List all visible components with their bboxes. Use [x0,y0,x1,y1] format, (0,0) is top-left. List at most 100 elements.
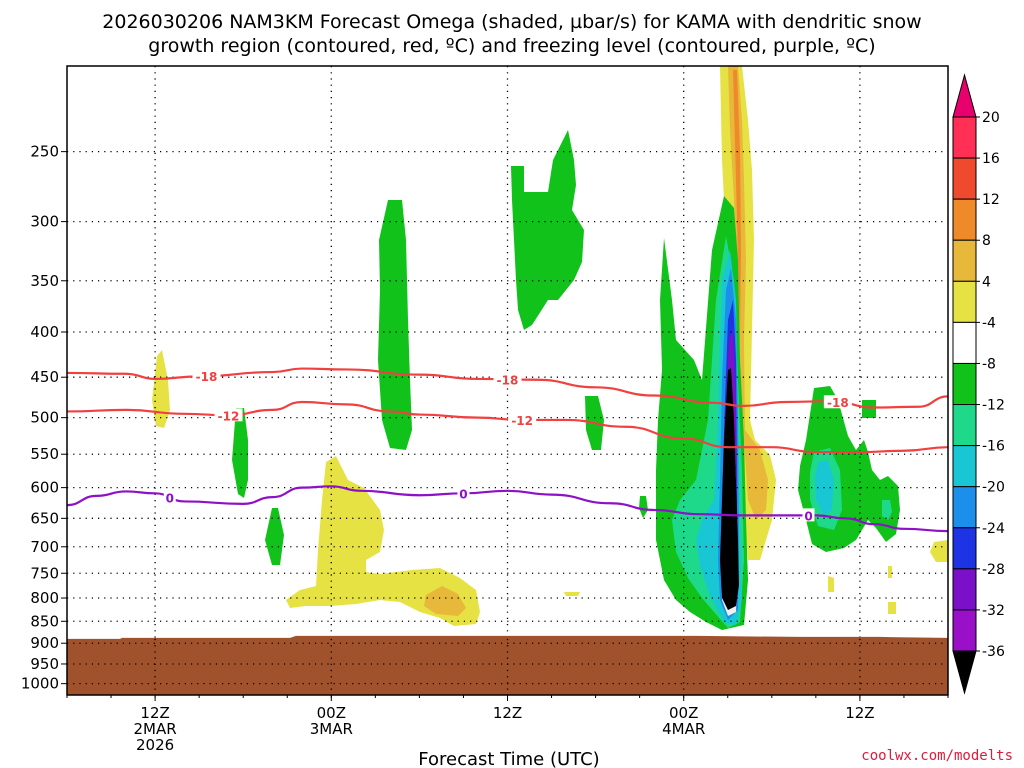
contour-label: -18 [827,396,849,410]
colorbar-label: 4 [982,274,991,290]
chart-title: 2026030206 NAM3KM Forecast Omega (shaded… [102,11,921,57]
y-tick-label: 850 [30,612,59,630]
colorbar-label: -24 [982,521,1005,537]
y-tick-label: 600 [30,479,59,497]
right-green-square [862,400,876,418]
colorbar-label: -20 [982,480,1005,496]
colorbar-segment [952,362,977,406]
contour-label: 0 [166,491,174,505]
y-tick-label: 500 [30,409,59,427]
contour-line-0 [67,485,948,533]
colorbar-label: 16 [982,151,1000,167]
y-tick-label: 550 [30,445,59,463]
colorbar-label: -28 [982,562,1005,578]
omega-shading [152,66,948,630]
colorbar-label: 20 [982,110,1000,126]
y-tick-label: 300 [30,213,59,231]
colorbar-bottom-arrow [952,650,977,695]
contour-label-bg [508,412,537,426]
colorbar-label: -12 [982,398,1005,414]
contour-label-bg [823,395,852,409]
colorbar-segment [952,445,977,488]
contour-label: -18 [196,370,218,384]
pressure-axis: 250 300 350 400 450 500 550 600 650 700 750 800 850 9… [21,143,67,693]
colorbar-label: -16 [982,439,1005,455]
x-tick-label: 12Z [140,704,169,722]
y-tick-label: 700 [30,538,59,556]
tiny-green [639,496,648,518]
y-tick-label: 250 [30,143,59,161]
x-tick-label: 00Z [317,704,346,722]
upper-green-mid [511,130,584,330]
y-tick-label: 800 [30,589,59,607]
credit-text: coolwx.com/modelts [861,748,1013,764]
upper-green-left [378,200,412,450]
low-level-yellow-band [286,456,480,626]
right-teal-small [882,500,892,520]
contour-label-bg [457,486,470,500]
colorbar-label: 8 [982,233,991,249]
colorbar-segment [952,280,977,323]
colorbar-segment [952,239,977,282]
contour-label-bg [493,372,522,386]
terrain-fill [67,635,948,695]
upper-left-yellow [152,350,170,428]
left-green-1 [232,408,248,498]
contour-label: 0 [459,487,467,501]
x-tick-label: 4MAR [662,720,705,738]
left-green-2 [265,508,284,565]
ascent-black-core [720,368,739,610]
colorbar-label: -32 [982,603,1005,619]
y-tick-label: 650 [30,509,59,527]
temperature-contours: -18 -18 -18 -12 -12 0 0 0 [67,367,948,533]
small-yellow-4 [888,602,896,614]
x-tick-label: 00Z [669,704,698,722]
colorbar: 20 16 12 8 4 -4 -8 -12 -16 -20 -24 -28 -32 -36 [952,73,1005,695]
x-tick-label: 2026 [136,736,174,754]
colorbar-top-arrow [952,73,977,118]
colorbar-label: -8 [982,356,996,372]
title-line-1: 2026030206 NAM3KM Forecast Omega (shaded… [102,11,921,33]
small-yellow-3 [888,566,892,578]
y-tick-label: 900 [30,634,59,652]
x-tick-label: 3MAR [310,720,353,738]
colorbar-segment [952,116,977,159]
small-yellow-1 [564,592,580,596]
colorbar-segment [952,486,977,529]
colorbar-label: -4 [982,315,996,331]
title-line-2: growth region (contoured, red, ºC) and f… [148,35,875,57]
right-edge-yellow [930,540,948,562]
colorbar-label: -36 [982,644,1005,660]
colorbar-segment [952,527,977,570]
y-tick-label: 1000 [21,675,59,693]
contour-label-bg [802,508,815,522]
contour-label-bg [192,368,221,382]
x-axis-label: Forecast Time (UTC) [418,749,599,768]
contour-label-bg [163,490,176,504]
colorbar-segment [952,157,977,200]
colorbar-segment [952,198,977,241]
x-tick-label: 12Z [845,704,874,722]
colorbar-label: 12 [982,192,1000,208]
contour-label: 0 [804,509,812,523]
contour-label: -18 [497,373,519,387]
y-tick-label: 450 [30,368,59,386]
low-level-orange [424,586,466,616]
small-yellow-2 [828,576,834,592]
colorbar-segment [952,404,977,447]
x-tick-label: 2MAR [134,720,177,738]
y-tick-label: 350 [30,272,59,290]
contour-label: -12 [511,414,533,428]
y-tick-label: 950 [30,655,59,673]
descent-plume-core [733,70,741,340]
y-tick-label: 400 [30,323,59,341]
colorbar-segment [952,609,977,652]
contour-label-bg [214,408,243,422]
colorbar-segment [952,568,977,611]
y-tick-label: 750 [30,564,59,582]
terrain-surface [67,635,948,695]
x-tick-label: 12Z [493,704,522,722]
colorbar-segment [952,321,977,364]
